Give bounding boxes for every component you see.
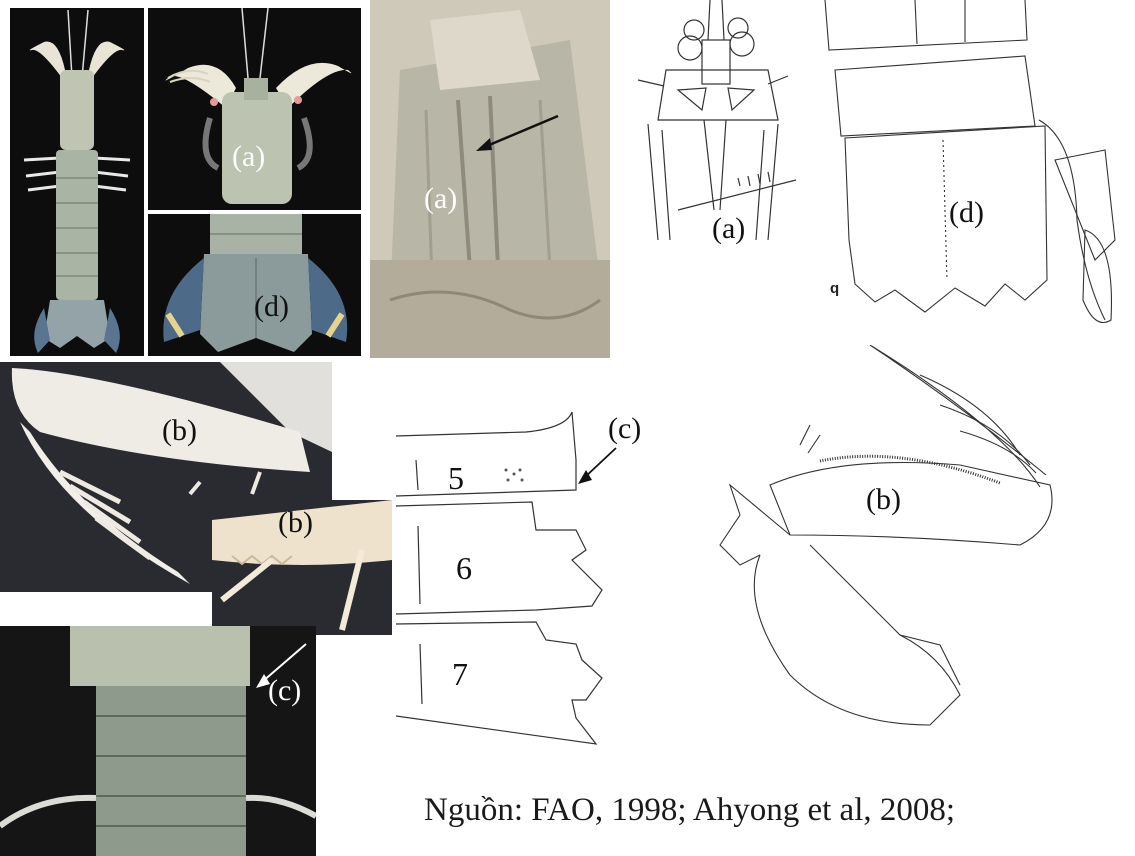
label-c-segment-drawing: (c) <box>608 412 642 445</box>
plate-letter: q <box>830 280 840 297</box>
source-caption: Nguồn: FAO, 1998; Ahyong et al, 2008; <box>424 792 956 828</box>
label-a-carapace-photo: (a) <box>424 182 458 215</box>
head-rostrum-drawing <box>637 0 797 241</box>
head-carapace-illustration <box>165 8 352 204</box>
label-d-telson-photo: (d) <box>254 290 289 323</box>
claw-detail-illustration <box>212 500 392 631</box>
label-b-claw-photo: (b) <box>162 414 197 447</box>
segment-label-6: 6 <box>456 550 472 586</box>
photo-whole-specimen <box>10 8 144 356</box>
carapace-detail-illustration <box>370 0 610 358</box>
telson-illustration <box>163 214 348 352</box>
drawing-head-rostrum: (a) <box>618 0 808 250</box>
drawing-raptorial-claw: (b) <box>700 345 1080 745</box>
photo-telson: (d) <box>148 214 361 356</box>
abdomen-segments-illustration <box>0 626 316 856</box>
abdominal-segments-drawing <box>396 411 617 745</box>
whole-specimen-illustration <box>23 9 131 353</box>
raptorial-claw-drawing <box>719 345 1053 726</box>
telson-drawing <box>824 0 1116 324</box>
label-b-claw-drawing: (b) <box>866 483 901 516</box>
label-a-head-photo: (a) <box>232 140 266 173</box>
segment-label-5: 5 <box>448 460 464 496</box>
photo-claw-detail: (b) <box>212 500 392 635</box>
photo-abdomen-segments: (c) <box>0 626 316 856</box>
label-a-head-drawing: (a) <box>712 212 746 245</box>
drawing-telson: q (d) <box>815 0 1131 335</box>
segment-label-7: 7 <box>452 656 468 692</box>
photo-carapace-detail: (a) <box>370 0 610 358</box>
label-c-abdomen-photo: (c) <box>268 674 302 707</box>
label-b-claw-detail: (b) <box>278 506 313 539</box>
photo-head-carapace: (a) <box>148 8 361 210</box>
label-d-telson-drawing: (d) <box>949 196 984 229</box>
drawing-abdominal-segments: 5 6 7 (c) <box>396 400 666 760</box>
